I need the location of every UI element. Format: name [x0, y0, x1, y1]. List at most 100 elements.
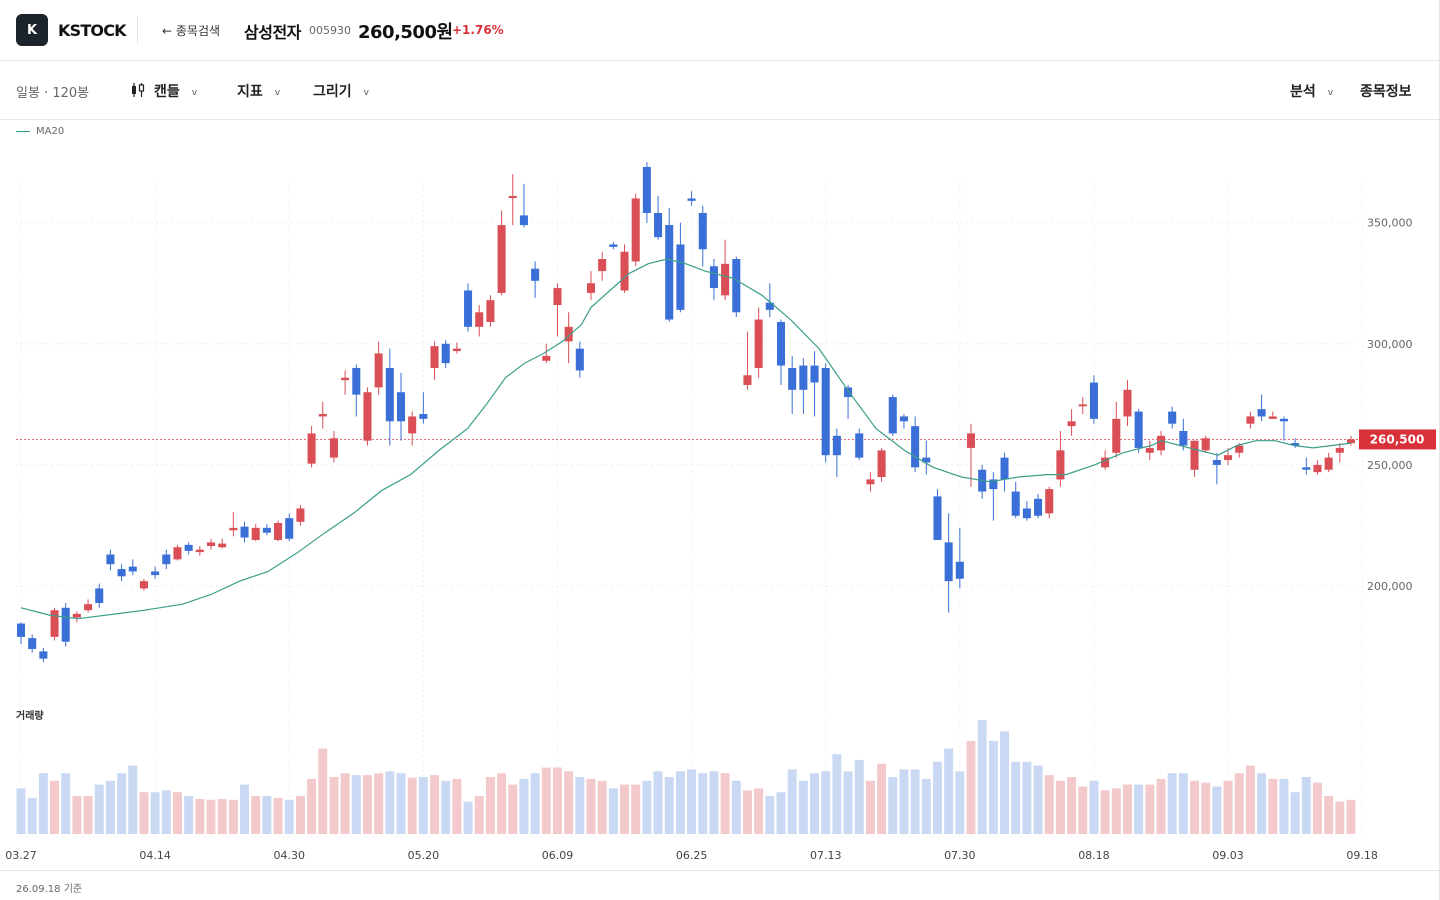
- volume-bar: [1100, 790, 1110, 834]
- stock-code: 005930: [309, 24, 351, 37]
- volume-bar: [1078, 786, 1088, 834]
- candle-body: [240, 526, 249, 538]
- candle-body: [1000, 457, 1009, 480]
- logo-text[interactable]: KSTOCK: [58, 21, 127, 40]
- candle-body: [1022, 508, 1031, 519]
- candle-body: [553, 288, 562, 306]
- candle-body: [84, 604, 93, 611]
- candle-body: [922, 457, 931, 463]
- candle-body: [1257, 409, 1266, 417]
- y-tick-label: 250,000: [1367, 459, 1413, 472]
- volume-bar: [452, 778, 462, 834]
- volume-bar: [329, 777, 339, 834]
- candle-body: [1156, 435, 1166, 451]
- volume-bar: [675, 771, 685, 834]
- date-tick-label: 09.18: [1346, 849, 1378, 862]
- volume-bar: [128, 765, 138, 834]
- volume-bar: [933, 761, 942, 834]
- candle-body: [844, 387, 853, 398]
- candle-body: [39, 651, 48, 659]
- volume-bar: [1167, 773, 1177, 834]
- candle-body: [508, 196, 517, 199]
- date-tick-label: 08.18: [1078, 849, 1110, 862]
- candlestick-icon: [132, 83, 145, 97]
- volume-bar: [1111, 788, 1121, 834]
- candle-body: [676, 244, 685, 310]
- volume-bar: [1324, 796, 1334, 834]
- period-selector[interactable]: 일봉 · 120봉: [16, 86, 90, 101]
- candle-body: [944, 542, 953, 582]
- candle-body: [28, 638, 37, 649]
- candle-body: [139, 581, 148, 589]
- drawing-button[interactable]: 그리기 v: [313, 81, 369, 101]
- volume-bar: [27, 797, 37, 834]
- ma-legend-swatch: [16, 131, 30, 132]
- volume-bar: [1033, 765, 1043, 834]
- current-price-label: 260,500: [1370, 432, 1425, 446]
- stock-info-button[interactable]: 종목정보: [1360, 81, 1412, 101]
- back-to-search-link[interactable]: ← 종목검색: [162, 24, 221, 38]
- volume-bar: [1190, 780, 1199, 834]
- candle-body: [218, 543, 227, 548]
- volume-bar: [307, 778, 317, 834]
- volume-bar: [1212, 786, 1222, 834]
- indicators-label: 지표: [237, 84, 263, 100]
- candle-body: [1011, 491, 1020, 516]
- volume-bar: [1257, 773, 1267, 834]
- stock-price: 260,500원: [358, 22, 453, 43]
- volume-bar: [83, 796, 93, 834]
- candle-body: [519, 215, 528, 226]
- volume-bar: [1055, 780, 1065, 834]
- volume-bar: [754, 788, 764, 834]
- volume-bar: [787, 769, 797, 834]
- candle-body: [1056, 450, 1065, 480]
- logo-icon[interactable]: K: [16, 14, 48, 46]
- candle-body: [1235, 445, 1244, 453]
- volume-bar: [340, 773, 350, 834]
- footer-divider: [0, 870, 1440, 871]
- volume-bar: [597, 780, 607, 834]
- volume-bar: [1134, 784, 1144, 834]
- candle-body: [1123, 389, 1132, 417]
- volume-bar: [139, 792, 149, 834]
- candle-body: [754, 319, 763, 368]
- volume-bar: [474, 796, 484, 834]
- candle-body: [1067, 421, 1076, 427]
- candle-body: [128, 566, 137, 572]
- candle-body: [564, 326, 573, 342]
- volume-bar: [810, 773, 819, 834]
- candle-body: [642, 166, 651, 213]
- y-tick-label: 200,000: [1367, 580, 1413, 593]
- volume-bar: [374, 773, 384, 834]
- volume-bar: [865, 780, 875, 834]
- volume-bar: [351, 775, 361, 834]
- candle-body: [586, 283, 596, 293]
- volume-bar: [1234, 773, 1244, 834]
- volume-bar: [217, 799, 227, 834]
- candle-body: [1101, 457, 1110, 468]
- candle-body: [173, 547, 182, 560]
- volume-bar: [262, 796, 272, 834]
- candle-body: [341, 377, 350, 381]
- volume-bar: [117, 773, 127, 834]
- candle-type-button[interactable]: 캔들 v: [130, 81, 197, 101]
- volume-bar: [709, 771, 719, 834]
- candle-body: [788, 368, 797, 390]
- analysis-button[interactable]: 분석 v: [1290, 81, 1333, 101]
- candle-body: [721, 263, 730, 296]
- candle-body: [1045, 489, 1054, 514]
- indicators-button[interactable]: 지표 v: [237, 81, 280, 101]
- candle-body: [966, 433, 976, 448]
- candle-body: [665, 225, 674, 320]
- candle-body: [1179, 430, 1188, 446]
- candle-body: [598, 259, 607, 272]
- volume-bar: [910, 769, 920, 834]
- candle-body: [1134, 411, 1143, 448]
- volume-bar: [899, 769, 909, 834]
- volume-bar: [16, 788, 26, 834]
- candle-body: [866, 479, 875, 485]
- candle-body: [464, 290, 473, 327]
- volume-bar: [508, 784, 518, 834]
- candle-body: [195, 549, 204, 553]
